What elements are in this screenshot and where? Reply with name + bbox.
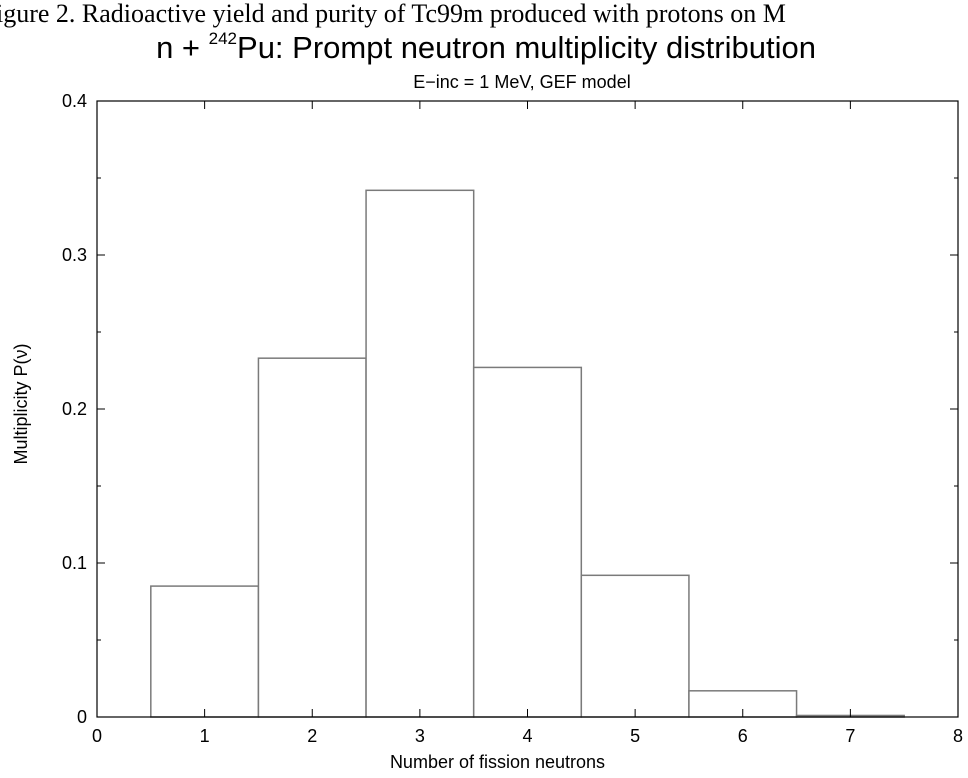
bar-5 [580, 574, 690, 718]
bars-group [150, 189, 905, 718]
chart-title: n + 242Pu: Prompt neutron multiplicity d… [156, 29, 816, 65]
x-tick-label: 6 [738, 726, 748, 746]
y-tick-label: 0.3 [62, 245, 87, 265]
bar-3 [365, 189, 475, 718]
y-tick-label: 0.2 [62, 399, 87, 419]
chart-title-main: Pu: Prompt neutron multiplicity distribu… [237, 30, 816, 65]
chart-subtitle: E−inc = 1 MeV, GEF model [413, 72, 630, 92]
page-caption: igure 2. Radioactive yield and purity of… [0, 0, 786, 28]
chart-title-prefix: n + [156, 30, 209, 65]
x-tick-label: 5 [630, 726, 640, 746]
chart-title-superscript: 242 [209, 29, 237, 48]
bar-1 [150, 585, 260, 718]
x-tick-label: 8 [953, 726, 963, 746]
x-tick-label: 3 [415, 726, 425, 746]
y-axis-label: Multiplicity P(ν) [11, 343, 31, 464]
y-tick-label: 0.1 [62, 553, 87, 573]
x-tick-label: 4 [522, 726, 532, 746]
y-tick-label: 0.4 [62, 91, 87, 111]
x-tick-label: 1 [200, 726, 210, 746]
y-tick-label: 0 [77, 707, 87, 727]
bar-4 [472, 366, 583, 718]
bar-2 [257, 357, 367, 718]
x-tick-label: 2 [307, 726, 317, 746]
x-tick-label: 7 [845, 726, 855, 746]
x-tick-label: 0 [92, 726, 102, 746]
x-axis-ticks: 0 1 2 3 4 5 6 7 8 [92, 101, 963, 746]
y-axis-ticks: 0 0.1 0.2 0.3 0.4 [62, 91, 958, 727]
x-axis-label: Number of fission neutrons [390, 752, 605, 772]
